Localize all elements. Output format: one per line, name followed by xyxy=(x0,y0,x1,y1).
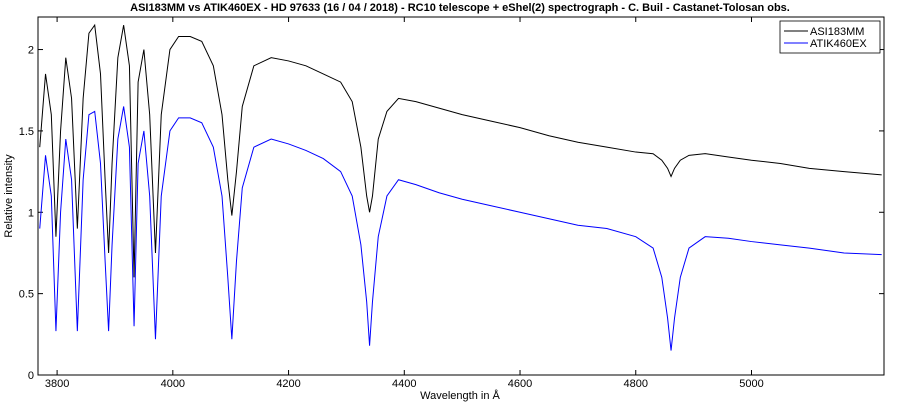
x-tick-label: 3800 xyxy=(45,378,69,390)
series-line xyxy=(39,23,882,278)
plot-frame xyxy=(37,16,885,376)
y-tick-label: 1.5 xyxy=(19,126,34,138)
legend-box xyxy=(779,20,881,54)
y-tick-label: 1 xyxy=(28,207,34,219)
y-tick-label: 0 xyxy=(28,370,34,382)
legend-label: ATIK460EX xyxy=(810,38,867,50)
chart-title: ASI183MM vs ATIK460EX - HD 97633 (16 / 0… xyxy=(130,2,790,14)
legend-label: ASI183MM xyxy=(810,26,864,38)
x-tick-label: 5000 xyxy=(739,378,763,390)
x-axis-label: Wavelength in Å xyxy=(420,389,500,402)
x-tick-label: 4000 xyxy=(161,378,185,390)
x-tick-label: 4800 xyxy=(624,378,648,390)
series-line xyxy=(39,106,882,351)
x-tick-label: 4200 xyxy=(276,378,300,390)
x-tick-label: 4600 xyxy=(508,378,532,390)
x-tick-label: 4400 xyxy=(392,378,416,390)
y-axis-label: Relative intensity xyxy=(3,154,15,238)
y-tick-label: 2 xyxy=(28,45,34,57)
y-tick-label: 0.5 xyxy=(19,289,34,301)
